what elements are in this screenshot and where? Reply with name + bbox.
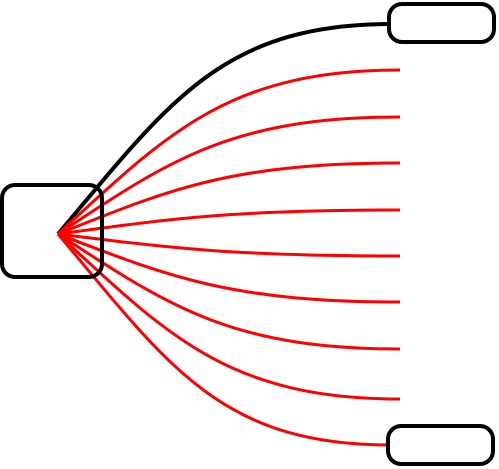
edge-fan [57,208,401,236]
edge-fan [57,161,401,236]
edge-fan [57,232,401,258]
edge-group [56,22,401,447]
source-node[interactable] [0,183,104,279]
edge-fan [57,232,401,351]
edge-fan [56,232,401,401]
target-node-bottom[interactable] [386,424,495,466]
edge-highlighted [56,22,392,236]
edge-fan [57,115,401,236]
edge-fan [56,233,391,447]
target-node-top[interactable] [387,2,496,44]
edge-fan [57,232,401,304]
